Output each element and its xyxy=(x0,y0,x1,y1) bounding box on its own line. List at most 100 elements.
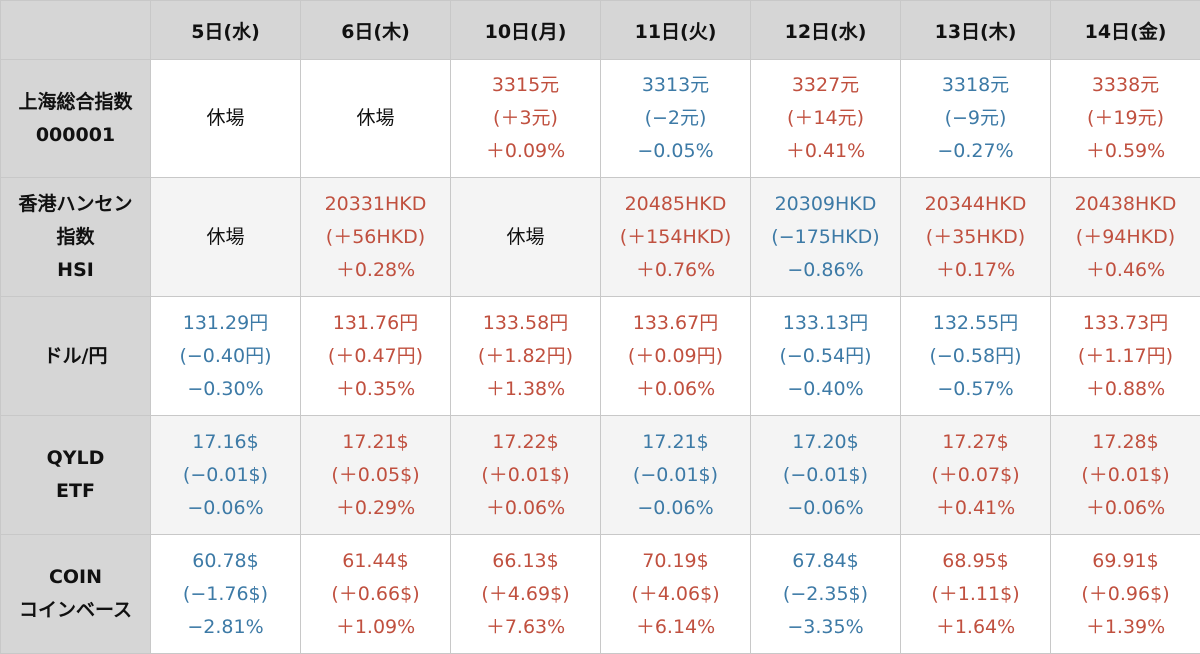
change-value: (＋0.09円) xyxy=(627,344,724,367)
closed-label: 休場 xyxy=(206,225,245,248)
row-label-line: 香港ハンセン xyxy=(18,192,133,215)
change-percent: ＋0.06% xyxy=(485,496,566,519)
price-value: 3338元 xyxy=(1091,74,1160,96)
closed-label: 休場 xyxy=(356,107,395,129)
change-percent: ＋0.59% xyxy=(1085,140,1166,162)
price-value: 17.27$ xyxy=(942,430,1009,453)
header-row: 5日(水) 6日(木) 10日(月) 11日(火) 12日(水) 13日(木) … xyxy=(0,0,1200,60)
price-value: 133.13円 xyxy=(782,311,869,334)
value-cell: 17.20$ (−0.01$) −0.06% xyxy=(750,415,901,535)
change-percent: −0.27% xyxy=(937,140,1014,162)
row-label-line: 指数 xyxy=(56,225,95,248)
change-value: (＋56HKD) xyxy=(325,225,426,248)
price-value: 3315元 xyxy=(491,74,560,96)
change-percent: ＋0.41% xyxy=(785,140,866,162)
value-cell: 3315元 (＋3元) ＋0.09% xyxy=(450,59,601,178)
change-value: (＋94HKD) xyxy=(1075,225,1176,248)
price-value: 17.28$ xyxy=(1092,430,1159,453)
price-value: 20485HKD xyxy=(624,192,727,215)
value-cell: 20485HKD (＋154HKD) ＋0.76% xyxy=(600,177,751,297)
table-row: QYLD ETF 17.16$ (−0.01$) −0.06% 17.21$ (＋0.05$… xyxy=(0,415,1200,535)
value-cell: 132.55円 (−0.58円) −0.57% xyxy=(900,296,1051,416)
price-value: 20344HKD xyxy=(924,192,1027,215)
row-label-line: 000001 xyxy=(35,123,116,146)
closed-cell: 休場 xyxy=(300,59,451,178)
change-percent: −0.05% xyxy=(637,140,714,162)
change-percent: −0.06% xyxy=(637,496,714,519)
closed-label: 休場 xyxy=(506,225,545,248)
price-value: 131.76円 xyxy=(332,311,419,334)
row-label: 香港ハンセン 指数 HSI xyxy=(0,177,151,297)
change-percent: ＋7.63% xyxy=(485,615,566,638)
change-percent: ＋0.29% xyxy=(335,496,416,519)
header-corner xyxy=(0,0,151,60)
value-cell: 60.78$ (−1.76$) −2.81% xyxy=(150,534,301,654)
value-cell: 17.22$ (＋0.01$) ＋0.06% xyxy=(450,415,601,535)
change-value: (＋35HKD) xyxy=(925,225,1026,248)
value-cell: 17.21$ (＋0.05$) ＋0.29% xyxy=(300,415,451,535)
change-percent: ＋0.06% xyxy=(635,377,716,400)
value-cell: 131.29円 (−0.40円) −0.30% xyxy=(150,296,301,416)
change-value: (＋0.07$) xyxy=(931,463,1020,486)
change-percent: ＋1.64% xyxy=(935,615,1016,638)
closed-cell: 休場 xyxy=(150,177,301,297)
price-value: 70.19$ xyxy=(642,549,709,572)
value-cell: 68.95$ (＋1.11$) ＋1.64% xyxy=(900,534,1051,654)
table-row: ドル/円 131.29円 (−0.40円) −0.30% 131.76円 (＋0.47円)… xyxy=(0,296,1200,416)
value-cell: 133.58円 (＋1.82円) ＋1.38% xyxy=(450,296,601,416)
closed-cell: 休場 xyxy=(150,59,301,178)
change-value: (＋154HKD) xyxy=(619,225,732,248)
value-cell: 61.44$ (＋0.66$) ＋1.09% xyxy=(300,534,451,654)
change-percent: ＋0.06% xyxy=(1085,496,1166,519)
price-value: 133.58円 xyxy=(482,311,569,334)
change-percent: ＋0.41% xyxy=(935,496,1016,519)
value-cell: 133.13円 (−0.54円) −0.40% xyxy=(750,296,901,416)
price-value: 68.95$ xyxy=(942,549,1009,572)
change-value: (−0.58円) xyxy=(929,344,1022,367)
value-cell: 131.76円 (＋0.47円) ＋0.35% xyxy=(300,296,451,416)
value-cell: 133.67円 (＋0.09円) ＋0.06% xyxy=(600,296,751,416)
closed-cell: 休場 xyxy=(450,177,601,297)
change-value: (＋0.05$) xyxy=(331,463,420,486)
price-value: 17.22$ xyxy=(492,430,559,453)
change-percent: −0.57% xyxy=(937,377,1014,400)
row-label: 上海総合指数 000001 xyxy=(0,59,151,178)
row-label-line: 上海総合指数 xyxy=(18,90,133,113)
table-row: COIN コインベース 60.78$ (−1.76$) −2.81% 61.44$ (＋0.… xyxy=(0,534,1200,654)
table-row: 上海総合指数 000001 休場 休場 3315元 (＋3元) ＋0.09% 3313元 (−2… xyxy=(0,59,1200,178)
row-label: COIN コインベース xyxy=(0,534,151,654)
price-value: 17.20$ xyxy=(792,430,859,453)
change-percent: −0.40% xyxy=(787,377,864,400)
change-value: (＋0.01$) xyxy=(1081,463,1170,486)
day-header: 6日(木) xyxy=(300,0,451,60)
price-value: 20331HKD xyxy=(324,192,427,215)
change-value: (＋1.11$) xyxy=(931,582,1020,605)
change-percent: −2.81% xyxy=(187,615,264,638)
change-value: (−2.35$) xyxy=(782,582,869,605)
change-percent: ＋1.39% xyxy=(1085,615,1166,638)
row-label: QYLD ETF xyxy=(0,415,151,535)
change-value: (＋3元) xyxy=(493,107,558,129)
value-cell: 17.27$ (＋0.07$) ＋0.41% xyxy=(900,415,1051,535)
change-percent: ＋1.09% xyxy=(335,615,416,638)
change-percent: ＋0.17% xyxy=(935,258,1016,281)
value-cell: 17.28$ (＋0.01$) ＋0.06% xyxy=(1050,415,1200,535)
day-header: 13日(木) xyxy=(900,0,1051,60)
change-percent: ＋0.46% xyxy=(1085,258,1166,281)
change-value: (−2元) xyxy=(644,107,707,129)
price-value: 133.67円 xyxy=(632,311,719,334)
row-label-line: コインベース xyxy=(18,599,133,621)
value-cell: 3318元 (−9元) −0.27% xyxy=(900,59,1051,178)
day-header: 5日(水) xyxy=(150,0,301,60)
change-value: (−0.40円) xyxy=(179,344,272,367)
price-value: 20309HKD xyxy=(774,192,877,215)
change-percent: ＋0.76% xyxy=(635,258,716,281)
change-value: (＋1.17円) xyxy=(1077,344,1174,367)
value-cell: 20309HKD (−175HKD) −0.86% xyxy=(750,177,901,297)
change-value: (＋19元) xyxy=(1086,107,1164,129)
change-value: (−0.01$) xyxy=(782,463,869,486)
price-value: 131.29円 xyxy=(182,311,269,334)
price-value: 3318元 xyxy=(941,74,1010,96)
change-percent: ＋0.88% xyxy=(1085,377,1166,400)
row-label-line: HSI xyxy=(57,258,94,281)
